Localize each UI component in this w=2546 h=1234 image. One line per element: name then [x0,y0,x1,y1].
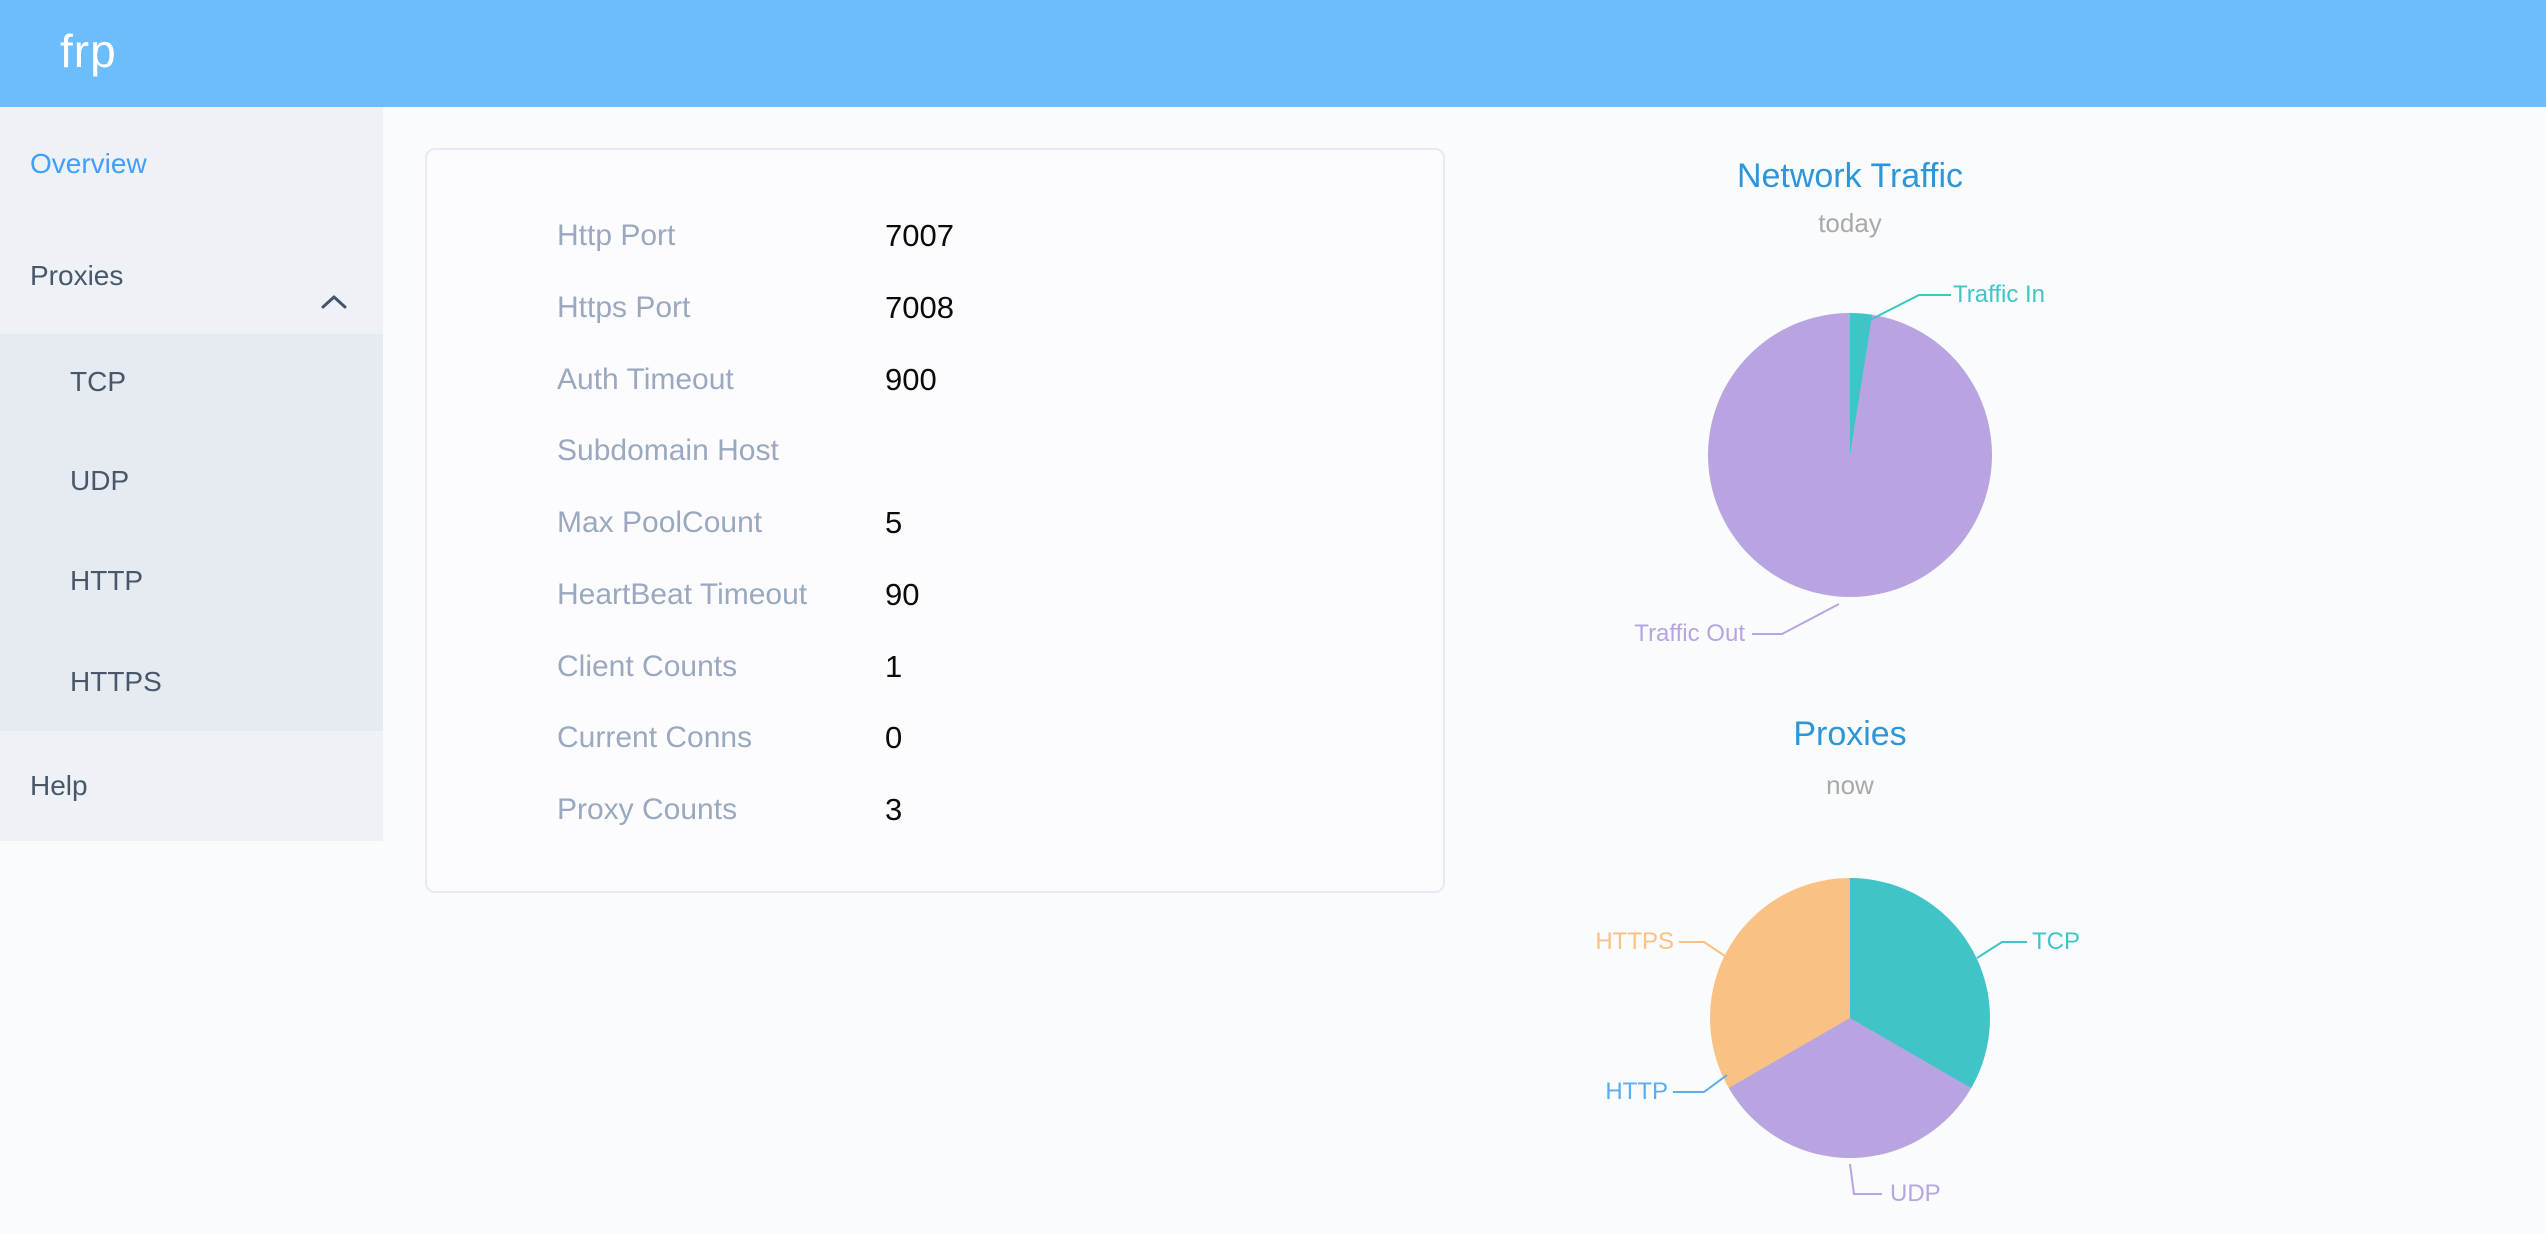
leader-line-http [1673,1074,1728,1093]
header: frp [0,0,2546,107]
config-label: Auth Timeout [557,363,734,396]
sidebar-item-proxies[interactable]: Proxies [0,246,383,309]
chart-title: Proxies [1793,715,1907,753]
leader-line-udp [1849,1163,1882,1195]
config-row-current-conns: Current Conns 0 [427,718,1443,758]
sidebar-submenu-proxies: TCP UDP HTTP HTTPS [0,334,383,731]
config-label: Proxy Counts [557,793,738,826]
pie-label-https: HTTPS [1595,928,1674,955]
config-label: HeartBeat Timeout [557,578,808,611]
sidebar-item-tcp[interactable]: TCP [70,366,126,397]
chart-subtitle: now [1826,770,1874,800]
config-value: 90 [885,577,920,612]
sidebar-item-http[interactable]: HTTP [70,565,144,596]
pie-label-http: HTTP [1605,1078,1668,1105]
leader-line-tcp [1976,941,2027,959]
sidebar-item-proxies-label: Proxies [30,260,124,291]
config-row-auth-timeout: Auth Timeout 900 [427,360,1443,400]
config-row-https-port: Https Port 7008 [427,288,1443,328]
chevron-up-icon [321,270,347,330]
config-value: 0 [885,720,903,755]
config-label: Http Port [557,219,676,252]
config-row-max-poolcount: Max PoolCount 5 [427,503,1443,543]
config-value: 900 [885,362,937,397]
sidebar: Overview Proxies TCP UDP HTTP HTTPS Help [0,107,383,841]
pie-label-traffic-out: Traffic Out [1634,620,1745,647]
app-logo: frp [60,25,117,77]
chart-network-traffic: Network Traffic today Traffic In Traffic… [1560,148,2146,700]
sidebar-item-udp[interactable]: UDP [70,465,130,496]
chart-subtitle: today [1818,208,1882,238]
config-label: Subdomain Host [557,434,779,467]
pie-network-traffic[interactable] [1708,313,1992,597]
config-value: 1 [885,649,903,684]
sidebar-item-overview[interactable]: Overview [30,148,147,179]
config-row-heartbeat-timeout: HeartBeat Timeout 90 [427,575,1443,615]
config-row-subdomain-host: Subdomain Host [427,431,1443,471]
config-label: Client Counts [557,650,738,683]
config-row-http-port: Http Port 7007 [427,216,1443,256]
config-label: Max PoolCount [557,506,763,539]
config-value: 7007 [885,218,954,253]
pie-label-traffic-in: Traffic In [1953,281,2046,308]
chart-proxies: Proxies now TCP UDP HTTP HTTPS [1560,700,2146,1234]
server-config-card: Http Port 7007 Https Port 7008 Auth Time… [425,148,1445,893]
leader-line-https [1679,941,1729,959]
pie-label-udp: UDP [1890,1180,1941,1207]
config-label: Current Conns [557,721,753,754]
leader-line-traffic-out [1752,603,1840,635]
sidebar-item-help[interactable]: Help [30,770,88,801]
config-value: 5 [885,505,903,540]
config-label: Https Port [557,291,691,324]
pie-proxies[interactable] [1710,878,1990,1158]
config-value: 3 [885,792,903,827]
config-row-proxy-counts: Proxy Counts 3 [427,790,1443,830]
config-value: 7008 [885,290,954,325]
pie-label-tcp: TCP [2032,928,2080,955]
chart-title: Network Traffic [1736,157,1964,195]
sidebar-item-https[interactable]: HTTPS [70,666,162,697]
config-row-client-counts: Client Counts 1 [427,647,1443,687]
